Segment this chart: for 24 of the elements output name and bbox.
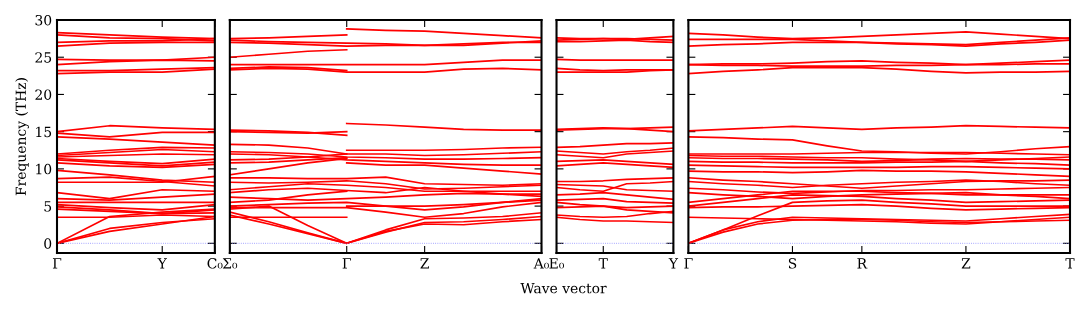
x-tick-label: Γ bbox=[52, 258, 62, 269]
x-tick-label: Z bbox=[961, 258, 971, 269]
y-axis-title: Frequency (THz) bbox=[15, 78, 29, 196]
x-tick-label: Z bbox=[420, 258, 429, 269]
x-tick-label: Y bbox=[157, 258, 167, 269]
x-tick-label: Σ₀ bbox=[222, 258, 238, 269]
y-tick-label: 0 bbox=[44, 238, 52, 249]
x-tick-label: T bbox=[598, 258, 608, 269]
x-tick-label: C₀ bbox=[207, 258, 223, 269]
x-tick-label: T bbox=[1065, 258, 1075, 269]
y-tick-label: 5 bbox=[44, 201, 52, 212]
x-tick-label: R bbox=[857, 258, 868, 269]
x-tick-label: Γ bbox=[684, 258, 693, 269]
y-tick-label: 15 bbox=[36, 126, 52, 138]
y-tick-label: 10 bbox=[36, 163, 52, 175]
y-tick-label: 25 bbox=[35, 52, 52, 63]
y-tick-label: 30 bbox=[35, 14, 52, 26]
x-tick-label: A₀ bbox=[533, 258, 549, 269]
x-tick-label: Γ bbox=[342, 258, 351, 269]
x-tick-label: E₀ bbox=[549, 258, 565, 269]
x-tick-label: S bbox=[788, 258, 797, 269]
y-tick-label: 20 bbox=[35, 89, 52, 100]
x-tick-label: Y bbox=[668, 258, 679, 269]
x-axis-title: Wave vector bbox=[520, 283, 607, 294]
